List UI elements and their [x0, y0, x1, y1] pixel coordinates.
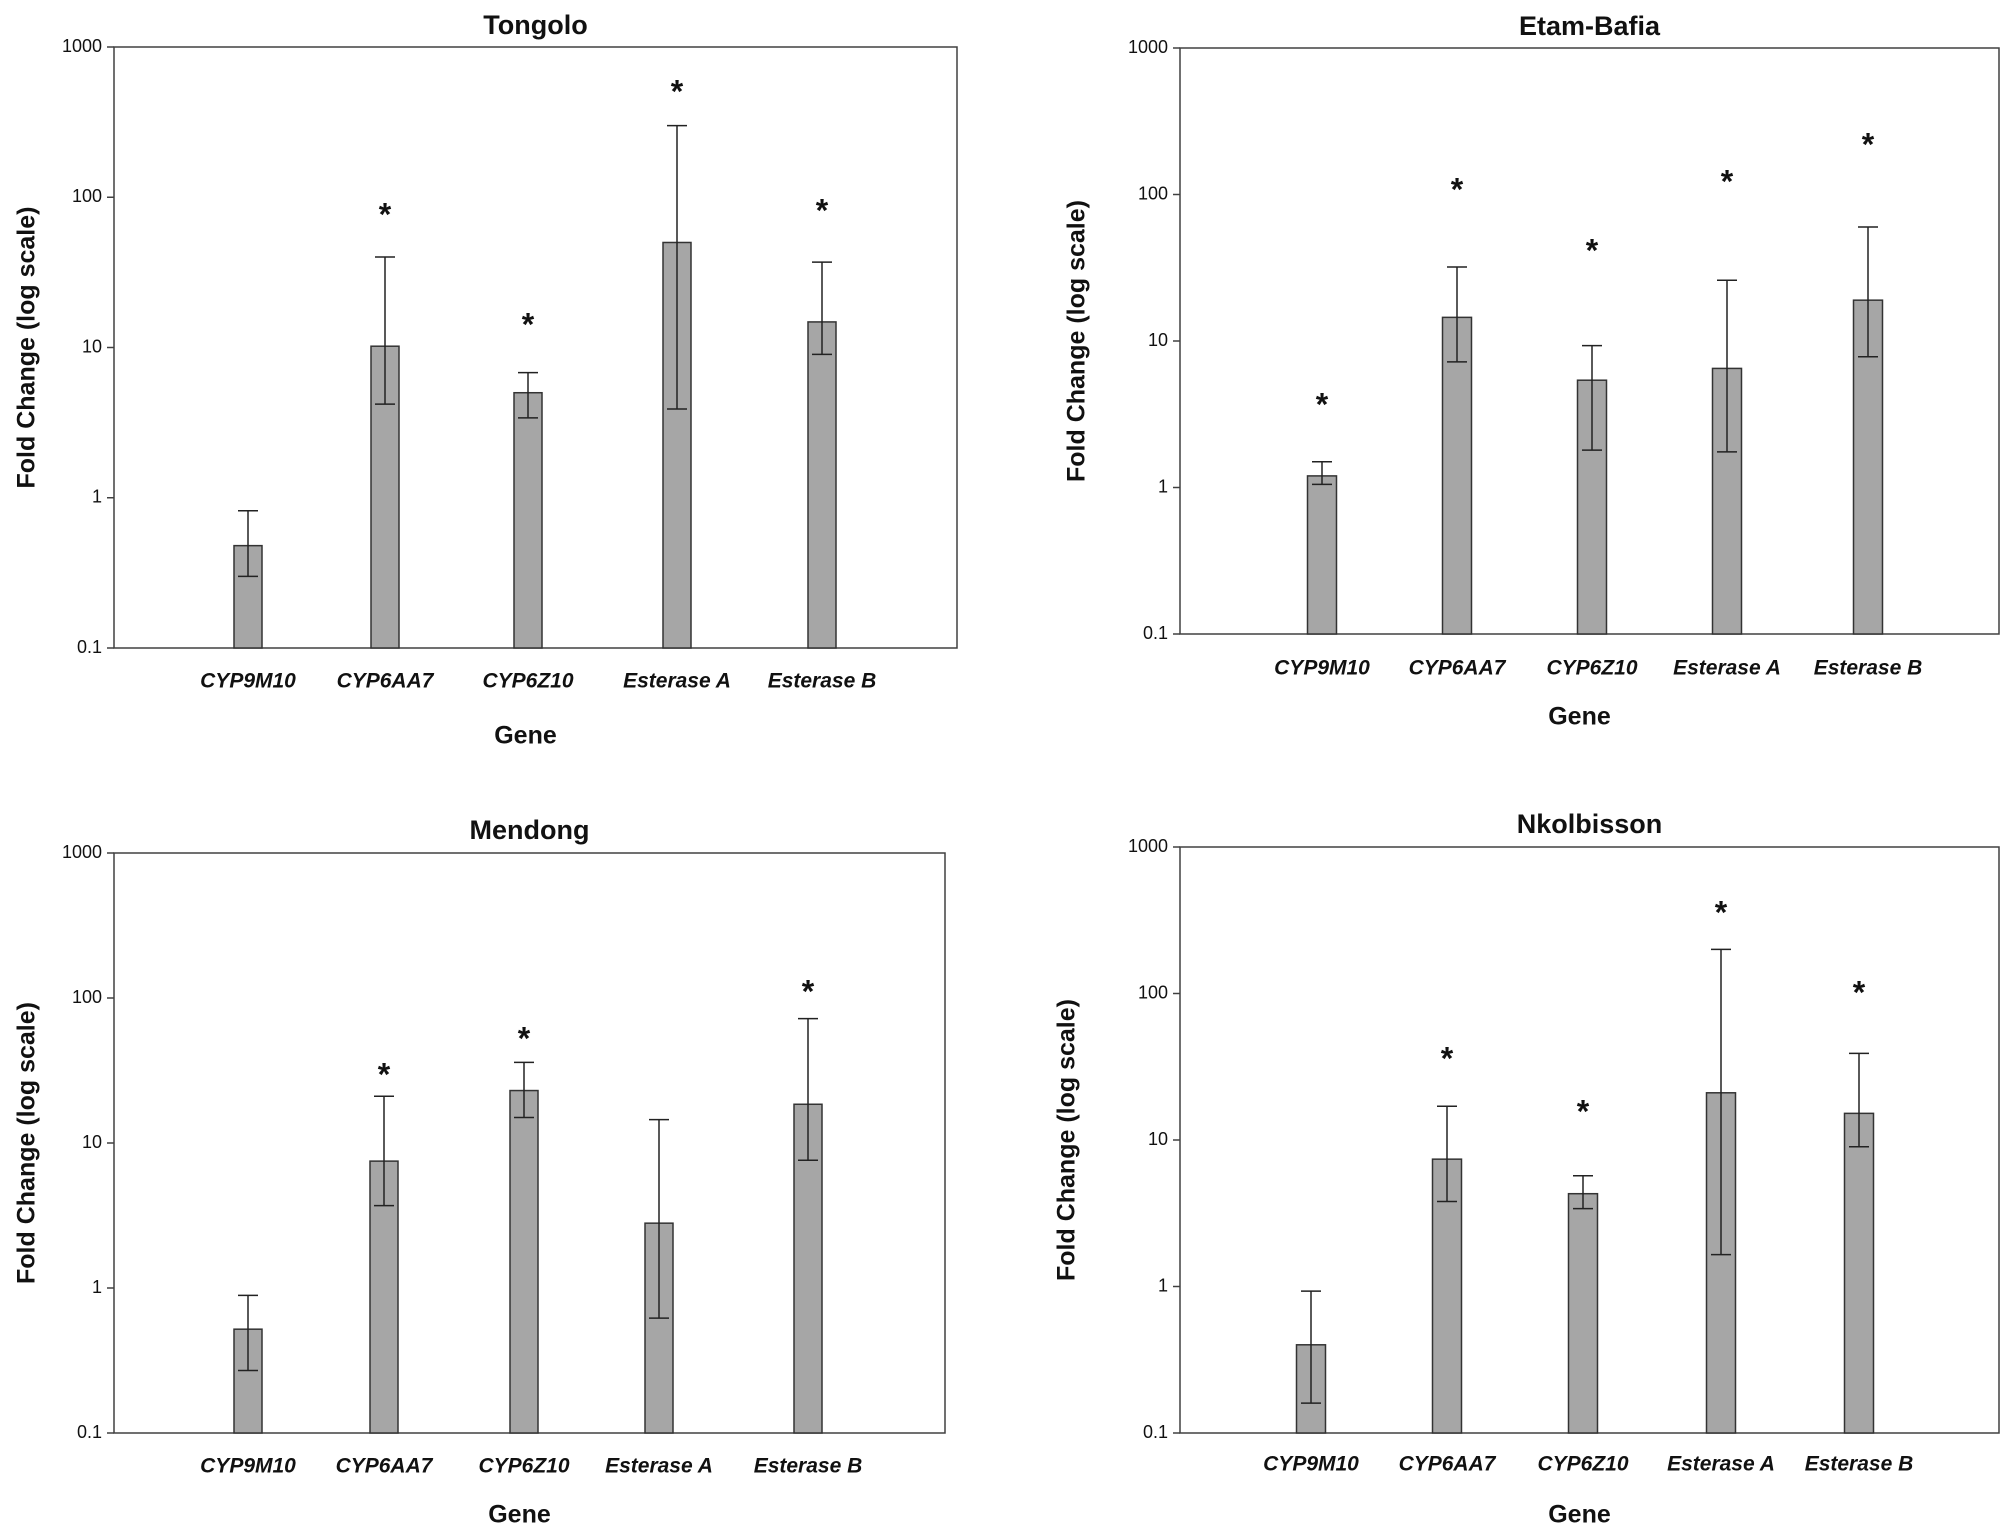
- y-tick-label: 1: [92, 487, 102, 507]
- chart-panel-3: Mendong 0.1 1 10 100 1000 Fold Change (log sca…: [13, 815, 946, 1524]
- significance-marker: *: [1441, 1040, 1454, 1076]
- chart-panel-2: Etam-Bafia 0.1 1 10 100 1000 Fold Change (log …: [1063, 11, 2000, 731]
- significance-marker: *: [522, 306, 535, 342]
- bar-esterase-b: [807, 321, 837, 649]
- chart-panel-4: Nkolbisson 0.1 1 10 100 1000 Fold Change (log …: [1053, 809, 2000, 1524]
- bar-cyp9m10: [1306, 475, 1338, 635]
- significance-marker: *: [1862, 126, 1875, 162]
- category-label: CYP6AA7: [337, 670, 435, 693]
- category-label: Esterase B: [754, 1455, 863, 1478]
- y-axis-title: Fold Change (log scale): [1053, 999, 1081, 1281]
- y-tick-label: 1000: [1128, 836, 1168, 856]
- bar-esterase-a: [1711, 367, 1743, 635]
- category-label: CYP9M10: [1274, 657, 1370, 680]
- bar-cyp6z10: [1567, 1192, 1599, 1434]
- y-tick-label: 100: [72, 987, 102, 1007]
- x-axis-title: Gene: [488, 1501, 551, 1524]
- category-label: Esterase B: [1814, 657, 1923, 680]
- significance-marker: *: [378, 1056, 391, 1092]
- y-tick-label: 100: [72, 186, 102, 206]
- category-label: CYP6Z10: [482, 670, 573, 693]
- significance-marker: *: [1715, 894, 1728, 930]
- y-axis-title: Fold Change (log scale): [13, 1002, 41, 1284]
- y-tick-label: 1000: [62, 842, 102, 862]
- significance-marker: *: [1853, 974, 1866, 1010]
- bar-cyp6aa7: [1441, 316, 1473, 635]
- y-tick-label: 10: [1148, 330, 1168, 350]
- significance-marker: *: [671, 73, 684, 109]
- bar-esterase-a: [644, 1222, 674, 1434]
- bar-cyp6aa7: [369, 1160, 399, 1434]
- bar-esterase-b: [1843, 1112, 1875, 1434]
- significance-marker: *: [816, 192, 829, 228]
- category-label: CYP6Z10: [1537, 1453, 1628, 1476]
- significance-marker: *: [1451, 171, 1464, 207]
- category-label: Esterase B: [1805, 1453, 1914, 1476]
- y-tick-label: 0.1: [77, 1422, 102, 1442]
- category-label: CYP9M10: [200, 670, 296, 693]
- y-tick-label: 1: [1158, 1275, 1168, 1295]
- y-tick-label: 100: [1138, 183, 1168, 203]
- y-tick-label: 0.1: [1143, 1422, 1168, 1442]
- y-tick-label: 1000: [1128, 37, 1168, 57]
- category-label: Esterase B: [768, 670, 877, 693]
- chart-title: Tongolo: [483, 10, 587, 40]
- significance-marker: *: [1721, 163, 1734, 199]
- significance-marker: *: [1316, 386, 1329, 422]
- bar-cyp6z10: [509, 1089, 539, 1434]
- y-tick-label: 10: [1148, 1129, 1168, 1149]
- category-label: Esterase A: [1673, 657, 1781, 680]
- category-label: CYP6Z10: [1546, 657, 1637, 680]
- category-label: CYP6AA7: [336, 1455, 434, 1478]
- chart-panel-1: Tongolo 0.1 1 10 100 1000 Fold Change (log sca…: [13, 10, 958, 750]
- category-label: CYP6AA7: [1399, 1453, 1497, 1476]
- y-axis-title: Fold Change (log scale): [1063, 200, 1091, 482]
- significance-marker: *: [802, 973, 815, 1009]
- y-tick-label: 10: [82, 336, 102, 356]
- bar-cyp6aa7: [1431, 1158, 1463, 1434]
- x-axis-title: Gene: [1548, 703, 1611, 731]
- y-tick-label: 100: [1138, 982, 1168, 1002]
- y-axis-title: Fold Change (log scale): [13, 207, 41, 489]
- y-tick-label: 0.1: [77, 637, 102, 657]
- chart-title: Mendong: [470, 815, 590, 845]
- category-label: Esterase A: [623, 670, 731, 693]
- chart-title: Nkolbisson: [1517, 809, 1663, 839]
- chart-title: Etam-Bafia: [1519, 11, 1661, 41]
- y-tick-label: 1: [1158, 476, 1168, 496]
- category-label: Esterase A: [1667, 1453, 1775, 1476]
- category-label: CYP9M10: [1263, 1453, 1359, 1476]
- significance-marker: *: [1586, 232, 1599, 268]
- y-tick-label: 10: [82, 1132, 102, 1152]
- y-tick-label: 1000: [62, 36, 102, 56]
- significance-marker: *: [1577, 1093, 1590, 1129]
- y-tick-label: 1: [92, 1277, 102, 1297]
- significance-marker: *: [518, 1020, 531, 1056]
- y-tick-label: 0.1: [1143, 623, 1168, 643]
- category-label: CYP6AA7: [1409, 657, 1507, 680]
- category-label: Esterase A: [605, 1455, 713, 1478]
- x-axis-title: Gene: [494, 722, 557, 750]
- significance-marker: *: [379, 196, 392, 232]
- x-axis-title: Gene: [1548, 1501, 1611, 1524]
- bar-cyp6z10: [513, 391, 543, 649]
- category-label: CYP6Z10: [478, 1455, 569, 1478]
- category-label: CYP9M10: [200, 1455, 296, 1478]
